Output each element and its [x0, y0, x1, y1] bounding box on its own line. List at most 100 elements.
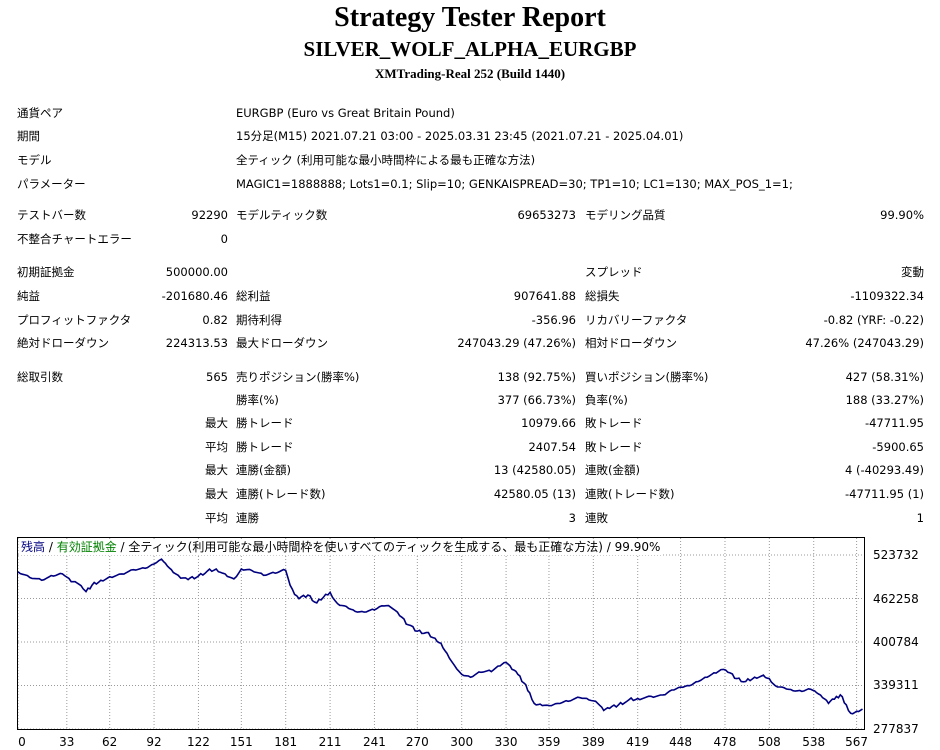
- chart-svg: [18, 538, 864, 729]
- max-prefix: 最大: [205, 416, 228, 430]
- gross-profit-value: 907641.88: [513, 289, 576, 303]
- rel-drawdown-value: 47.26% (247043.29): [805, 336, 924, 350]
- deposit-label: 初期証拠金: [17, 265, 75, 279]
- short-positions-value: 138 (92.75%): [497, 370, 576, 384]
- x-tick-label: 448: [669, 735, 693, 749]
- avg-loss-value: -5900.65: [872, 440, 924, 454]
- abs-drawdown-label: 絶対ドローダウン: [17, 336, 109, 350]
- max-drawdown-label: 最大ドローダウン: [236, 336, 328, 350]
- long-positions-value: 427 (58.31%): [845, 370, 924, 384]
- avg-win-value: 2407.54: [528, 440, 576, 454]
- x-tick-label: 181: [274, 735, 298, 749]
- avg-prefix: 平均: [205, 440, 228, 454]
- recovery-factor-value: -0.82 (YRF: -0.22): [823, 313, 924, 327]
- short-positions-label: 売りポジション(勝率%): [236, 370, 360, 384]
- max-prefix: 最大: [205, 487, 228, 501]
- symbol-value: EURGBP (Euro vs Great Britain Pound): [236, 106, 455, 120]
- y-tick-label: 277837: [873, 722, 919, 736]
- recovery-factor-label: リカバリーファクタ: [585, 313, 688, 327]
- max-drawdown-value: 247043.29 (47.26%): [457, 336, 576, 350]
- ticks-value: 69653273: [517, 208, 576, 222]
- loss-rate-value: 188 (33.27%): [845, 393, 924, 407]
- avg-cons-wins-label: 連勝: [236, 511, 259, 525]
- max-cons-profit-label: 連勝(トレード数): [236, 487, 326, 501]
- total-trades-label: 総取引数: [17, 370, 63, 384]
- chart-legend: 残高 / 有効証拠金 / 全ティック(利用可能な最小時間枠を使いすべてのティック…: [21, 540, 663, 555]
- max-cons-loss-value: -47711.95 (1): [845, 487, 924, 501]
- max-cons-loss-label: 連敗(トレード数): [585, 487, 675, 501]
- period-label: 期間: [17, 129, 40, 143]
- x-tick-label: 122: [186, 735, 210, 749]
- profit-factor-value: 0.82: [202, 313, 228, 327]
- symbol-label: 通貨ペア: [17, 106, 63, 120]
- report-title: Strategy Tester Report: [334, 2, 606, 33]
- abs-drawdown-value: 224313.53: [165, 336, 228, 350]
- gross-loss-value: -1109322.34: [850, 289, 924, 303]
- max-cons-losses-value: 4 (-40293.49): [845, 463, 924, 477]
- avg-cons-losses-value: 1: [916, 511, 924, 525]
- ticks-label: モデルティック数: [236, 208, 328, 222]
- avg-prefix: 平均: [205, 511, 228, 525]
- x-tick-label: 62: [102, 735, 118, 749]
- net-value: -201680.46: [161, 289, 228, 303]
- max-cons-losses-label: 連敗(金額): [585, 463, 640, 477]
- x-tick-label: 270: [405, 735, 429, 749]
- y-tick-label: 462258: [873, 591, 919, 606]
- legend-separator: /: [45, 540, 57, 554]
- max-cons-wins-label: 連勝(金額): [236, 463, 291, 477]
- win-rate-label: 勝率(%): [236, 393, 279, 407]
- loss-rate-label: 負率(%): [585, 393, 628, 407]
- avg-win-label: 勝トレード: [236, 440, 294, 454]
- win-rate-value: 377 (66.73%): [497, 393, 576, 407]
- model-value: 全ティック (利用可能な最小時間枠による最も正確な方法): [236, 153, 536, 167]
- total-trades-value: 565: [206, 370, 228, 384]
- quality-label: モデリング品質: [585, 208, 666, 222]
- params-value: MAGIC1=1888888; Lots1=0.1; Slip=10; GENK…: [236, 177, 793, 191]
- expected-payoff-value: -356.96: [531, 313, 576, 327]
- balance-line: [18, 558, 863, 715]
- y-tick-label: 523732: [873, 548, 919, 562]
- x-tick-label: 419: [626, 735, 650, 749]
- model-label: モデル: [17, 153, 52, 167]
- x-tick-label: 478: [713, 735, 737, 749]
- largest-win-label: 勝トレード: [236, 416, 294, 430]
- avg-cons-losses-label: 連敗: [585, 511, 608, 525]
- gross-profit-label: 総利益: [236, 289, 271, 303]
- legend-equity: 有効証拠金: [56, 540, 117, 554]
- max-prefix: 最大: [205, 463, 228, 477]
- deposit-value: 500000.00: [165, 265, 228, 279]
- y-tick-label: 339311: [873, 678, 919, 693]
- largest-loss-value: -47711.95: [864, 416, 924, 430]
- y-tick-label: 400784: [873, 635, 919, 649]
- report-subtitle: SILVER_WOLF_ALPHA_EURGBP: [303, 37, 637, 61]
- max-cons-profit-value: 42580.05 (13): [493, 487, 576, 501]
- largest-loss-label: 敗トレード: [585, 416, 643, 430]
- avg-cons-wins-value: 3: [568, 511, 576, 525]
- avg-loss-label: 敗トレード: [585, 440, 643, 454]
- x-tick-label: 359: [537, 735, 561, 749]
- max-cons-wins-value: 13 (42580.05): [493, 463, 576, 477]
- legend-balance: 残高: [21, 540, 46, 554]
- x-tick-label: 538: [802, 735, 826, 749]
- largest-win-value: 10979.66: [521, 416, 576, 430]
- profit-factor-label: プロフィットファクタ: [17, 313, 132, 327]
- mismatch-value: 0: [220, 232, 228, 246]
- bars-label: テストバー数: [17, 208, 86, 222]
- spread-label: スプレッド: [585, 265, 643, 279]
- net-label: 純益: [17, 289, 40, 303]
- x-tick-label: 389: [581, 735, 605, 749]
- bars-value: 92290: [191, 208, 228, 222]
- mismatch-label: 不整合チャートエラー: [17, 232, 132, 246]
- spread-value: 変動: [901, 265, 924, 279]
- x-tick-label: 567: [845, 735, 869, 749]
- build-info: XMTrading-Real 252 (Build 1440): [374, 66, 566, 81]
- long-positions-label: 買いポジション(勝率%): [585, 370, 709, 384]
- x-tick-label: 241: [362, 735, 386, 749]
- period-value: 15分足(M15) 2021.07.21 03:00 - 2025.03.31 …: [236, 129, 684, 143]
- balance-chart: [17, 537, 865, 730]
- quality-value: 99.90%: [880, 208, 924, 222]
- legend-separator: /: [116, 540, 129, 554]
- x-tick-label: 151: [229, 735, 253, 749]
- x-tick-label: 300: [450, 735, 474, 749]
- legend-description: 全ティック(利用可能な最小時間枠を使いすべてのティックを生成する、最も正確な方法…: [128, 540, 661, 554]
